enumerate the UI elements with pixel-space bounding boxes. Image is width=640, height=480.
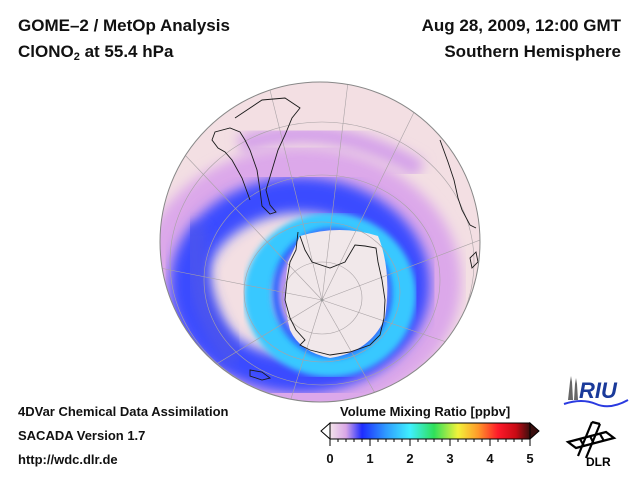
version-label: SACADA Version 1.7 <box>18 428 146 443</box>
coast-south-america <box>211 97 301 215</box>
hemisphere-label: Southern Hemisphere <box>444 42 621 61</box>
river-icon <box>563 399 629 408</box>
polar-vortex-core <box>285 230 388 358</box>
riu-logo: RIU <box>563 376 629 408</box>
map-title: GOME–2 / MetOp Analysis <box>18 16 230 35</box>
cathedral-icon <box>568 376 578 400</box>
colorbar-under-arrow <box>320 421 331 441</box>
colorbar-tick-label: 3 <box>446 451 454 466</box>
assimilation-label: 4DVar Chemical Data Assimilation <box>18 404 229 419</box>
colorbar-tick-label: 1 <box>366 451 374 466</box>
species-subscript: 2 <box>73 51 80 63</box>
coast-new-zealand <box>249 369 272 381</box>
colorbar-tick-label: 2 <box>406 451 414 466</box>
colorbar-tick-label: 4 <box>486 451 494 466</box>
riu-logo-text: RIU <box>579 378 618 403</box>
colorbar-title: Volume Mixing Ratio [ppbv] <box>340 404 511 419</box>
website-link[interactable]: http://wdc.dlr.de <box>18 452 118 467</box>
coast-antarctica <box>284 231 386 356</box>
coast-africa <box>439 139 477 229</box>
species-label: ClONO2 at 55.4 hPa <box>18 42 173 63</box>
dlr-logo-text: DLR <box>586 455 611 468</box>
south-pole-marker <box>320 298 324 302</box>
vortex-northern-arc <box>237 125 425 178</box>
colorbar <box>320 421 540 446</box>
colorbar-gradient <box>329 422 531 440</box>
date-label: Aug 28, 2009, 12:00 GMT <box>421 16 621 35</box>
species-main: ClONO <box>18 42 74 61</box>
vortex-west-streak <box>183 224 244 367</box>
dlr-logo: DLR <box>565 420 617 468</box>
coastlines <box>211 97 479 381</box>
species-level: at 55.4 hPa <box>79 42 174 61</box>
colorbar-tick-label: 0 <box>326 451 334 466</box>
coast-madagascar <box>469 251 479 269</box>
globe-outline <box>159 81 481 403</box>
colorbar-tick-label: 5 <box>526 451 534 466</box>
colorbar-over-arrow <box>529 421 540 441</box>
vortex-cyan-ring <box>244 213 416 377</box>
graticule <box>160 82 480 402</box>
dlr-emblem-icon <box>565 420 617 459</box>
